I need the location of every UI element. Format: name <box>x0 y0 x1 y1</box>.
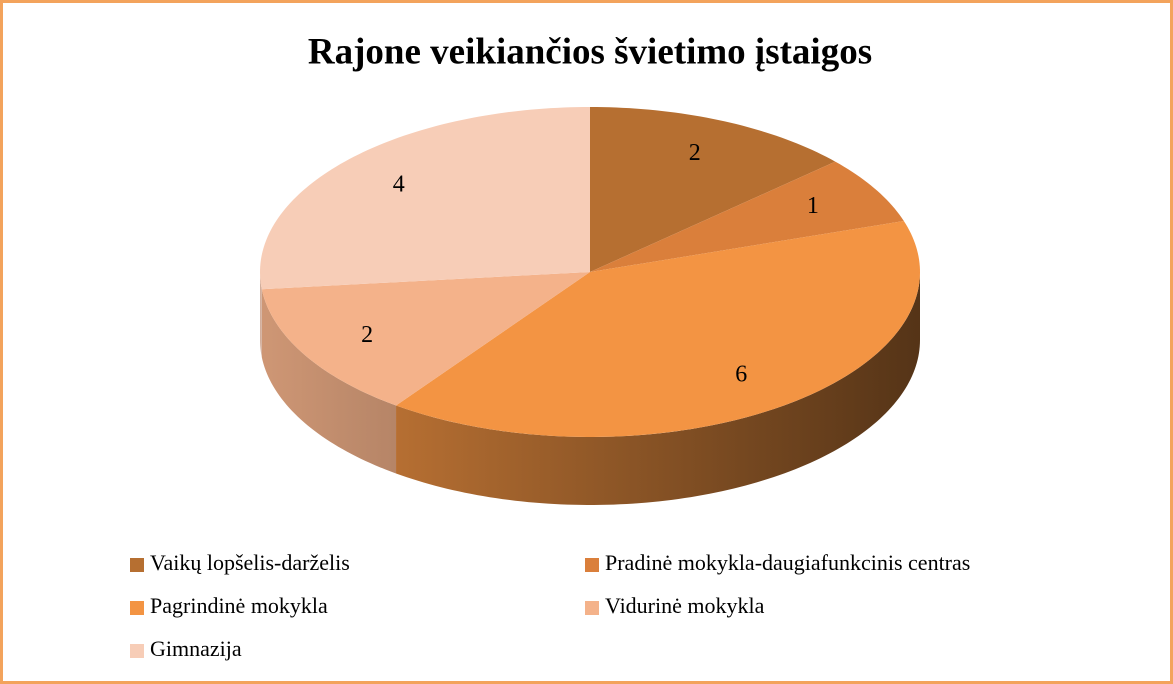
legend-swatch <box>585 558 599 572</box>
pie-slice <box>590 161 904 272</box>
pie-side <box>261 289 397 474</box>
legend-swatch <box>585 601 599 615</box>
pie-slice <box>590 107 836 272</box>
legend-label: Pradinė mokykla-daugiafunkcinis centras <box>605 550 970 575</box>
legend-label: Vidurinė mokykla <box>605 593 765 618</box>
legend-label: Pagrindinė mokykla <box>150 593 328 618</box>
data-label: 4 <box>393 171 405 197</box>
data-label: 1 <box>807 193 819 219</box>
pie-side <box>260 272 262 358</box>
data-label: 6 <box>735 362 747 388</box>
pie-side <box>396 272 920 505</box>
legend-swatch <box>130 644 144 658</box>
legend-swatch <box>130 601 144 615</box>
legend: Vaikų lopšelis-darželis Pradinė mokykla-d… <box>130 550 970 661</box>
data-label: 2 <box>689 140 701 166</box>
pie: 2 1 6 2 4 <box>260 107 920 505</box>
pie-slice <box>261 272 590 406</box>
legend-swatch <box>130 558 144 572</box>
pie-slice <box>396 221 920 437</box>
legend-label: Gimnazija <box>150 636 242 661</box>
pie-slice <box>260 107 590 290</box>
data-label: 2 <box>361 322 373 348</box>
legend-label: Vaikų lopšelis-darželis <box>150 550 350 575</box>
chart-title: Rajone veikiančios švietimo įstaigos <box>308 31 872 72</box>
